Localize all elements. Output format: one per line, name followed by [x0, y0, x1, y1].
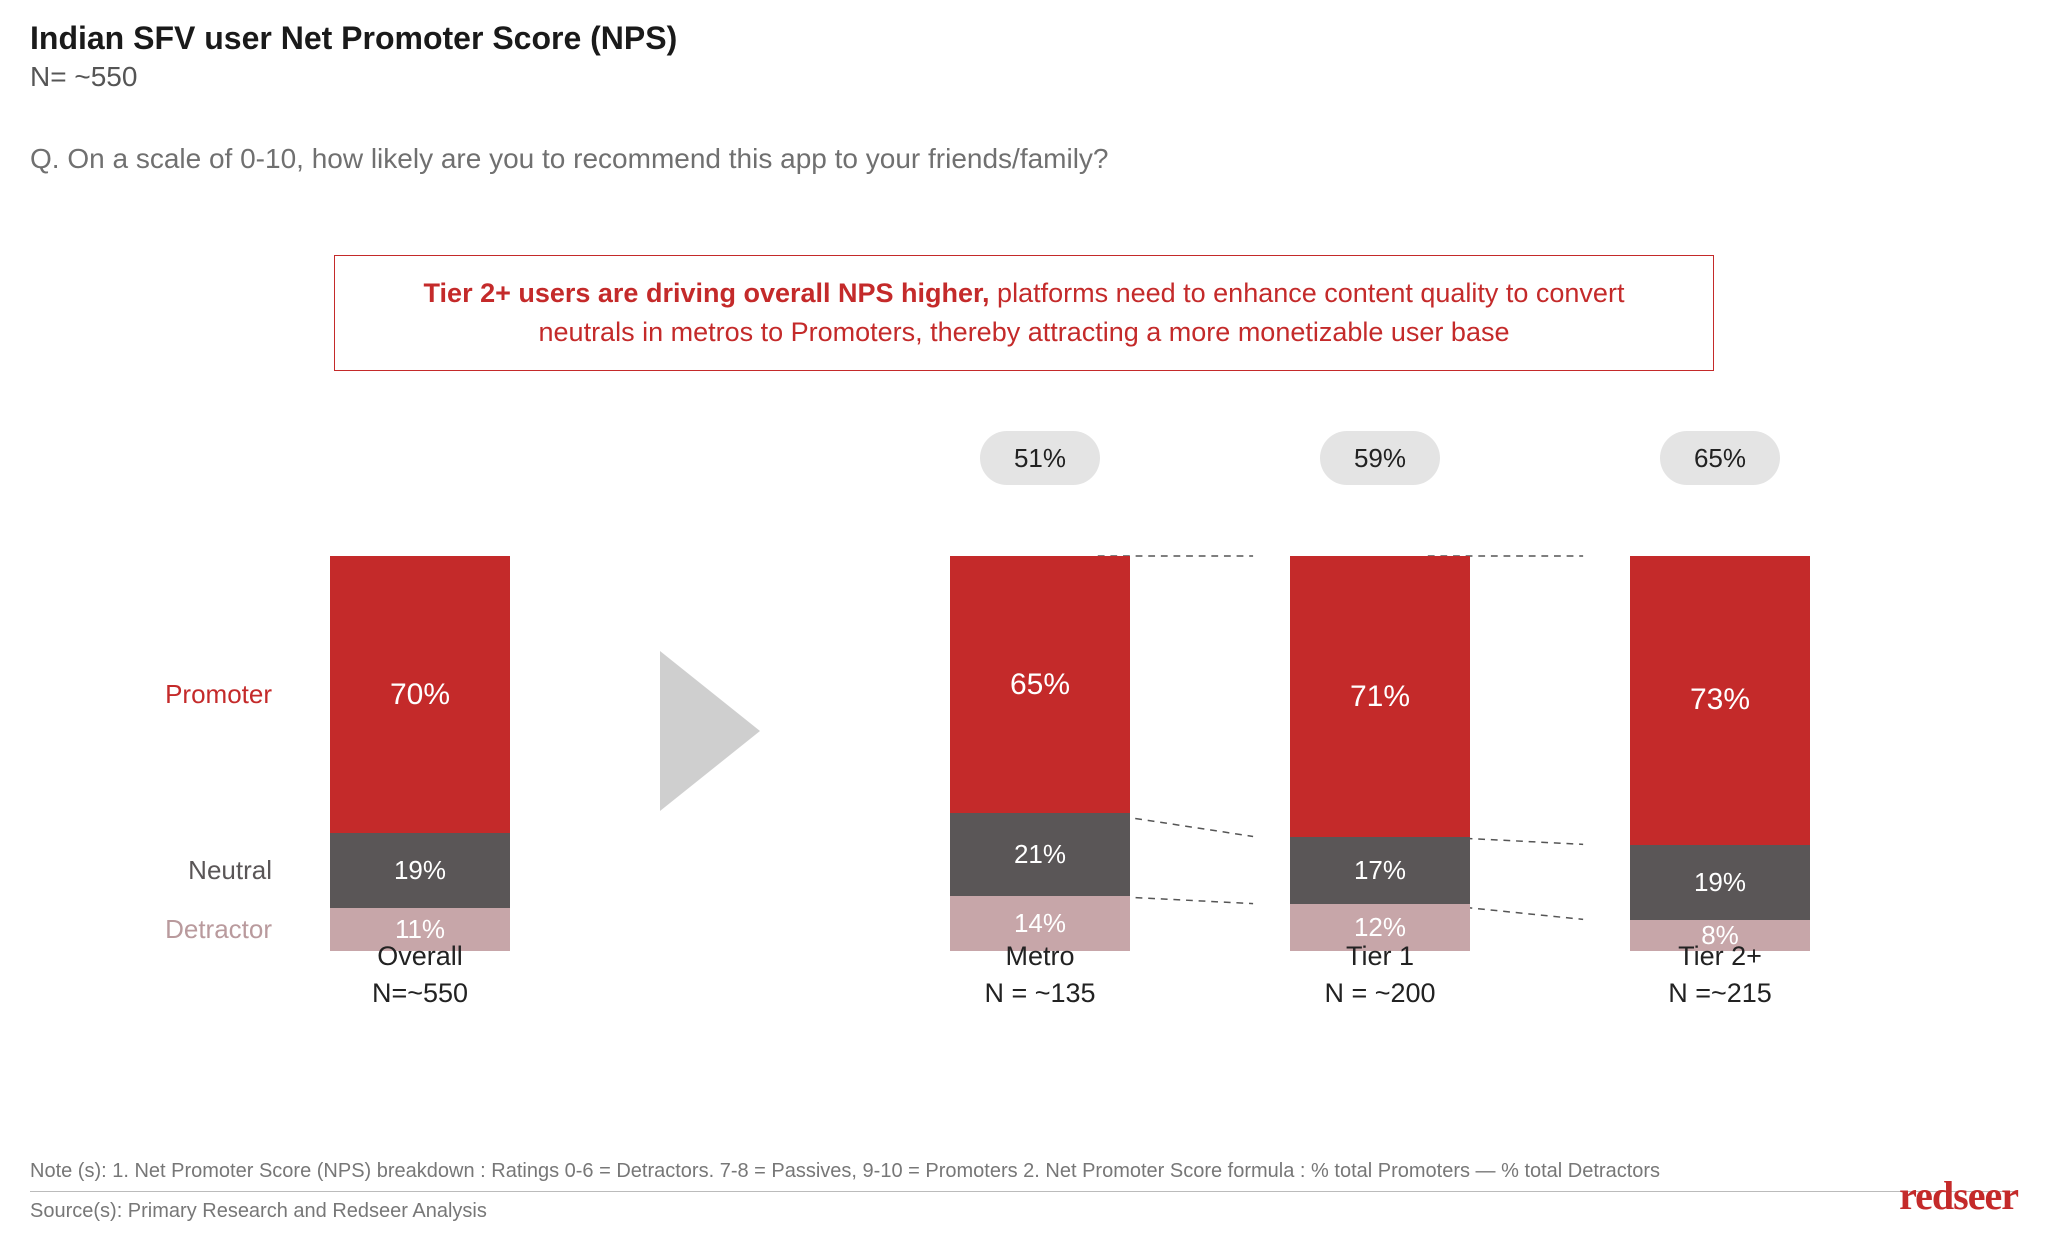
source-line: Source(s): Primary Research and Redseer … — [30, 1200, 2018, 1223]
sample-size: N= ~550 — [30, 61, 2018, 93]
legend-detractor: Detractor — [90, 908, 290, 951]
nps-pill-tier1: 59% — [1320, 431, 1440, 485]
chart-area: Detractor Neutral Promoter 11%19%70% 14%2… — [30, 431, 2018, 1071]
nps-pill-metro: 51% — [980, 431, 1100, 485]
bar-caption-metro: MetroN = ~135 — [910, 938, 1170, 1014]
footer: Note (s): 1. Net Promoter Score (NPS) br… — [30, 1160, 2018, 1223]
segment-promoter: 73% — [1630, 556, 1810, 844]
legend-promoter: Promoter — [90, 556, 290, 833]
bar-caption-tier2p: Tier 2+N =~215 — [1590, 938, 1850, 1014]
nps-pill-tier2p: 65% — [1660, 431, 1780, 485]
bar-overall: 11%19%70% — [330, 556, 510, 951]
segment-promoter: 70% — [330, 556, 510, 833]
callout-bold: Tier 2+ users are driving overall NPS hi… — [424, 278, 990, 308]
arrow-icon — [660, 651, 760, 811]
bar-tier1: 12%17%71% — [1290, 556, 1470, 951]
segment-neutral: 17% — [1290, 837, 1470, 904]
segment-promoter: 71% — [1290, 556, 1470, 836]
page-title: Indian SFV user Net Promoter Score (NPS) — [30, 20, 2018, 57]
legend: Detractor Neutral Promoter — [90, 556, 290, 951]
bar-caption-overall: OverallN=~550 — [290, 938, 550, 1014]
segment-promoter: 65% — [950, 556, 1130, 813]
insight-callout: Tier 2+ users are driving overall NPS hi… — [334, 255, 1714, 371]
segment-neutral: 19% — [1630, 845, 1810, 920]
segment-neutral: 21% — [950, 813, 1130, 896]
bar-caption-tier1: Tier 1N = ~200 — [1250, 938, 1510, 1014]
survey-question: Q. On a scale of 0-10, how likely are yo… — [30, 143, 2018, 175]
bar-metro: 14%21%65% — [950, 556, 1130, 951]
footnote: Note (s): 1. Net Promoter Score (NPS) br… — [30, 1160, 2018, 1183]
legend-neutral: Neutral — [90, 833, 290, 908]
redseer-logo: redseer — [1899, 1172, 2018, 1219]
segment-neutral: 19% — [330, 833, 510, 908]
bar-tier2p: 8%19%73% — [1630, 556, 1810, 951]
